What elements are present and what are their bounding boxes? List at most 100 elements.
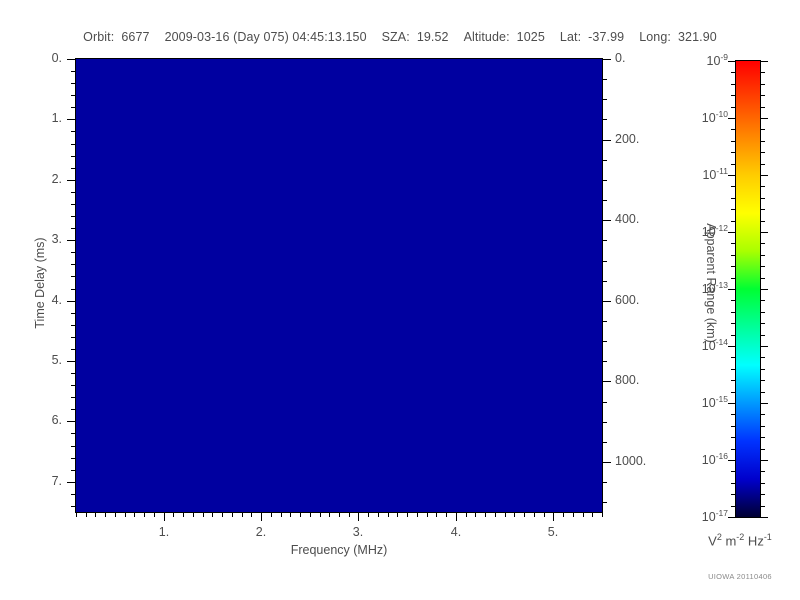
- x-tick-minor: [378, 513, 379, 517]
- colorbar-tick-minor-right: [761, 164, 765, 165]
- colorbar-tick-minor-right: [761, 72, 765, 73]
- y2-tick-minor: [603, 200, 607, 201]
- x-tick-minor: [427, 513, 428, 517]
- y-tick-minor: [71, 470, 75, 471]
- lat-value: -37.99: [588, 30, 625, 44]
- x-tick-minor: [115, 513, 116, 517]
- y2-tick-minor: [603, 402, 607, 403]
- y-tick-minor: [71, 385, 75, 386]
- colorbar-tick-minor-left: [731, 152, 735, 153]
- x-tick-minor: [173, 513, 174, 517]
- y-tick-minor: [71, 433, 75, 434]
- y2-tick-minor: [603, 341, 607, 342]
- y-tick-minor: [71, 276, 75, 277]
- y-tick-minor: [71, 289, 75, 290]
- y-tick-minor: [71, 313, 75, 314]
- colorbar-tick-minor-right: [761, 198, 765, 199]
- colorbar-tick-major-left: [728, 460, 735, 461]
- y-tick-minor: [71, 216, 75, 217]
- y-tick-minor: [71, 168, 75, 169]
- y-tick-minor: [71, 373, 75, 374]
- y-tick-minor: [71, 83, 75, 84]
- colorbar-tick-minor-left: [731, 72, 735, 73]
- x-tick-minor: [86, 513, 87, 517]
- units-m-exp: -2: [736, 532, 745, 542]
- y-tick-major: [67, 180, 75, 181]
- x-tick-minor: [407, 513, 408, 517]
- y-tick-major: [67, 301, 75, 302]
- colorbar-tick-minor-left: [731, 300, 735, 301]
- colorbar-tick-major-right: [761, 346, 768, 347]
- y-tick-label: 3.: [51, 232, 62, 246]
- y-tick-minor: [71, 397, 75, 398]
- x-tick-minor: [329, 513, 330, 517]
- units-m: m: [721, 533, 737, 549]
- colorbar-tick-minor-right: [761, 506, 765, 507]
- orbit-label: Orbit:: [83, 30, 115, 44]
- x-tick-major: [456, 513, 457, 521]
- x-tick-minor: [251, 513, 252, 517]
- y2-tick-label: 0.: [615, 51, 626, 65]
- colorbar-tick-minor-left: [731, 471, 735, 472]
- y2-tick-minor: [603, 482, 607, 483]
- colorbar-tick-minor-left: [731, 380, 735, 381]
- colorbar-tick-minor-left: [731, 357, 735, 358]
- y2-tick-minor: [603, 240, 607, 241]
- y2-tick-major: [603, 140, 611, 141]
- colorbar-tick-minor-left: [731, 483, 735, 484]
- colorbar-tick-minor-right: [761, 209, 765, 210]
- colorbar-tick-label: 10-15: [701, 394, 728, 411]
- x-tick-minor: [583, 513, 584, 517]
- y-tick-major: [67, 59, 75, 60]
- colorbar-tick-minor-left: [731, 198, 735, 199]
- colorbar-tick-minor-right: [761, 255, 765, 256]
- y-tick-minor: [71, 156, 75, 157]
- x-tick-minor: [436, 513, 437, 517]
- x-tick-minor: [417, 513, 418, 517]
- colorbar-tick-minor-left: [731, 312, 735, 313]
- colorbar-tick-major-right: [761, 175, 768, 176]
- colorbar-tick-major-right: [761, 232, 768, 233]
- colorbar-tick-minor-right: [761, 494, 765, 495]
- x-tick-minor: [203, 513, 204, 517]
- x-tick-minor: [534, 513, 535, 517]
- x-tick-minor: [281, 513, 282, 517]
- colorbar-tick-major-right: [761, 118, 768, 119]
- y-tick-label: 1.: [51, 111, 62, 125]
- x-tick-minor: [76, 513, 77, 517]
- colorbar-tick-label: 10-12: [701, 223, 728, 240]
- y2-tick-major: [603, 301, 611, 302]
- y2-tick-minor: [603, 261, 607, 262]
- colorbar-tick-major-left: [728, 289, 735, 290]
- colorbar-tick-minor-right: [761, 369, 765, 370]
- y2-tick-major: [603, 462, 611, 463]
- x-tick-minor: [573, 513, 574, 517]
- colorbar-tick-minor-left: [731, 266, 735, 267]
- x-tick-minor: [271, 513, 272, 517]
- y2-tick-minor: [603, 79, 607, 80]
- colorbar-tick-minor-left: [731, 369, 735, 370]
- y-tick-label: 5.: [51, 353, 62, 367]
- colorbar-units-label: V2 m-2 Hz-1: [680, 532, 800, 548]
- x-tick-major: [164, 513, 165, 521]
- y2-tick-major: [603, 59, 611, 60]
- x-tick-label: 1.: [158, 525, 170, 539]
- colorbar-tick-minor-right: [761, 278, 765, 279]
- observation-datetime: 2009-03-16 (Day 075) 04:45:13.150: [164, 30, 367, 44]
- colorbar-tick-major-left: [728, 61, 735, 62]
- x-tick-minor: [466, 513, 467, 517]
- y-tick-minor: [71, 131, 75, 132]
- colorbar-tick-minor-left: [731, 164, 735, 165]
- spectrogram-image: [76, 59, 602, 512]
- y-tick-label: 4.: [51, 293, 62, 307]
- y-tick-major: [67, 361, 75, 362]
- y-axis-title-time-delay: Time Delay (ms): [33, 236, 47, 329]
- colorbar-tick-minor-right: [761, 221, 765, 222]
- colorbar-tick-label: 10-13: [701, 280, 728, 297]
- y2-tick-minor: [603, 281, 607, 282]
- colorbar-tick-minor-left: [731, 84, 735, 85]
- colorbar-tick-minor-right: [761, 449, 765, 450]
- colorbar-tick-minor-left: [731, 209, 735, 210]
- x-tick-minor: [397, 513, 398, 517]
- colorbar-tick-minor-left: [731, 494, 735, 495]
